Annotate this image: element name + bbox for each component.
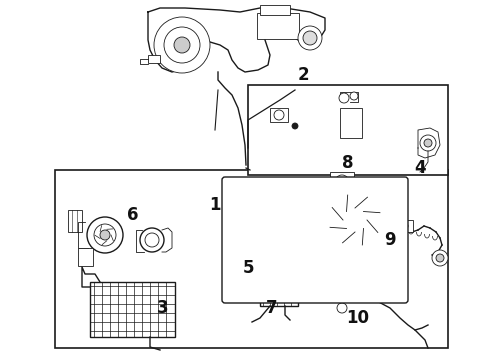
Circle shape bbox=[297, 26, 321, 50]
Circle shape bbox=[145, 233, 159, 247]
Bar bbox=[55, 170, 447, 348]
Circle shape bbox=[423, 139, 431, 147]
Circle shape bbox=[419, 135, 435, 151]
Circle shape bbox=[345, 210, 364, 230]
Circle shape bbox=[163, 27, 200, 63]
Bar bbox=[148, 55, 160, 63]
Bar bbox=[228, 184, 285, 267]
Circle shape bbox=[273, 110, 284, 120]
Bar bbox=[260, 5, 289, 15]
Text: 8: 8 bbox=[342, 154, 353, 172]
Circle shape bbox=[291, 123, 297, 129]
Circle shape bbox=[87, 217, 123, 253]
Text: 7: 7 bbox=[265, 299, 277, 317]
Bar bbox=[257, 13, 298, 39]
Circle shape bbox=[431, 250, 447, 266]
Bar bbox=[90, 282, 175, 337]
Circle shape bbox=[314, 180, 394, 260]
Text: 5: 5 bbox=[242, 259, 253, 277]
Circle shape bbox=[336, 303, 346, 313]
Bar bbox=[329, 172, 353, 192]
Circle shape bbox=[338, 93, 348, 103]
Bar bbox=[394, 220, 412, 232]
Bar bbox=[269, 108, 287, 122]
FancyBboxPatch shape bbox=[222, 177, 407, 303]
Bar bbox=[78, 248, 93, 266]
Polygon shape bbox=[148, 8, 325, 72]
Text: 2: 2 bbox=[297, 66, 308, 84]
Circle shape bbox=[326, 192, 382, 248]
Circle shape bbox=[274, 180, 294, 200]
Circle shape bbox=[174, 37, 190, 53]
Bar bbox=[260, 288, 297, 306]
Circle shape bbox=[349, 92, 357, 100]
Bar bbox=[319, 178, 334, 186]
Text: 3: 3 bbox=[157, 299, 168, 317]
Circle shape bbox=[280, 185, 289, 195]
Text: 9: 9 bbox=[384, 231, 395, 249]
Circle shape bbox=[399, 222, 407, 230]
Circle shape bbox=[100, 230, 110, 240]
Bar bbox=[339, 108, 361, 138]
Bar bbox=[247, 85, 447, 175]
Circle shape bbox=[303, 31, 316, 45]
Circle shape bbox=[94, 224, 116, 246]
Text: 1: 1 bbox=[209, 196, 220, 214]
Bar bbox=[68, 210, 82, 232]
Text: 4: 4 bbox=[413, 159, 425, 177]
Circle shape bbox=[435, 254, 443, 262]
Text: 10: 10 bbox=[346, 309, 369, 327]
Bar bbox=[251, 178, 266, 186]
Circle shape bbox=[140, 228, 163, 252]
Circle shape bbox=[334, 175, 348, 189]
Circle shape bbox=[154, 17, 209, 73]
Text: 6: 6 bbox=[127, 206, 139, 224]
